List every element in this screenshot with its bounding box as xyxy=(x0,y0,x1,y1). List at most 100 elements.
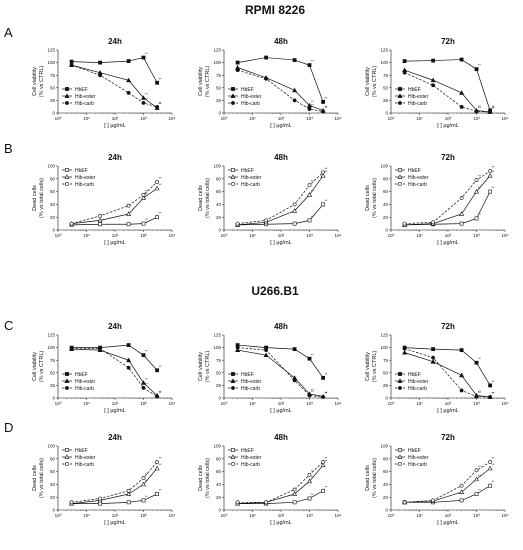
x-tick-label: 10¹ xyxy=(416,401,423,406)
x-tick-label: 10⁴ xyxy=(335,401,342,406)
data-point xyxy=(126,203,131,208)
x-tick-label: 10² xyxy=(445,233,452,238)
significance-mark: ** xyxy=(145,495,148,499)
data-point xyxy=(292,208,298,213)
significance-mark: ** xyxy=(325,199,328,203)
legend-marker xyxy=(398,448,402,452)
data-point xyxy=(126,491,132,496)
data-point xyxy=(431,58,435,63)
data-point xyxy=(141,498,146,503)
y-tick-label: 0 xyxy=(218,396,221,401)
data-point xyxy=(141,55,146,60)
x-tick-label: 10³ xyxy=(140,116,147,121)
data-point xyxy=(474,468,479,473)
legend-label: HbEF xyxy=(241,372,254,378)
y-axis-label: Dead cells xyxy=(198,185,204,211)
y-tick-label: 75 xyxy=(50,358,56,363)
legend-label: Hib-ester xyxy=(75,379,96,385)
y-tick-label: 50 xyxy=(50,85,56,90)
y-axis-label-sub: (% vs CTRL) xyxy=(39,351,45,383)
data-point xyxy=(321,488,325,493)
data-point xyxy=(459,489,465,494)
y-axis-label-sub: (% vs total cells) xyxy=(372,178,378,218)
data-point xyxy=(488,169,492,174)
chart-title: 24h xyxy=(108,37,122,46)
chart-title: 48h xyxy=(274,153,288,162)
x-tick-label: 10¹ xyxy=(416,513,423,518)
data-point xyxy=(307,107,312,111)
x-tick-label: 10⁴ xyxy=(335,513,342,518)
chart-d-72h: 72h 0 20 40 60 80 100 10⁰ 10¹ 10² 10³ 10⁴ [ ] µg/mL D… xyxy=(365,433,509,526)
x-axis-label: [ ] µg/mL xyxy=(437,520,459,526)
y-axis-label: Cell viability xyxy=(198,67,204,96)
data-point xyxy=(141,386,146,390)
data-point xyxy=(235,221,240,226)
y-tick-label: 125 xyxy=(47,48,55,53)
chart-title: 72h xyxy=(441,322,455,331)
significance-mark: ** xyxy=(478,213,481,217)
data-point xyxy=(320,172,326,178)
data-point xyxy=(140,481,147,487)
legend-label: Hib-ester xyxy=(408,379,429,385)
legend-marker xyxy=(65,182,69,186)
significance-mark: ** xyxy=(159,77,162,81)
x-tick-label: 10⁰ xyxy=(388,513,395,518)
data-point xyxy=(126,59,131,63)
data-point xyxy=(402,350,408,355)
y-axis-label-sub: (% vs CTRL) xyxy=(372,351,378,383)
x-tick-label: 10¹ xyxy=(249,116,256,121)
x-tick-label: 10⁴ xyxy=(502,233,509,238)
legend-marker xyxy=(397,93,403,98)
legend-marker xyxy=(231,372,235,376)
significance-mark: ** xyxy=(311,388,314,392)
legend-label: Hib-ester xyxy=(408,94,429,100)
x-tick-label: 10⁰ xyxy=(221,513,228,518)
data-point xyxy=(474,394,479,399)
data-point xyxy=(474,178,479,182)
significance-mark: ** xyxy=(478,465,481,469)
series-line-hib-carb xyxy=(71,64,158,108)
significance-mark: ** xyxy=(492,106,495,110)
y-tick-label: 75 xyxy=(383,358,389,363)
data-point xyxy=(474,67,479,72)
data-point xyxy=(126,488,131,493)
panel-letter-c: C xyxy=(4,318,13,333)
x-tick-label: 10⁰ xyxy=(55,233,62,238)
significance-mark: ** xyxy=(311,103,314,107)
x-tick-label: 10³ xyxy=(306,401,313,406)
data-point xyxy=(155,80,159,85)
data-point xyxy=(307,218,312,223)
y-axis-label-sub: (% vs CTRL) xyxy=(372,66,378,98)
data-point xyxy=(321,170,325,175)
data-point xyxy=(155,394,159,399)
significance-mark: ** xyxy=(145,218,148,222)
data-point xyxy=(235,345,240,350)
y-tick-label: 40 xyxy=(216,202,222,207)
significance-mark: ** xyxy=(492,186,495,190)
chart-title: 24h xyxy=(108,433,122,442)
legend-label: Hib-ester xyxy=(408,455,429,461)
chart-d-24h: 24h 0 20 40 60 80 100 10⁰ 10¹ 10² 10³ 10⁴ [ ] µg/mL D… xyxy=(32,433,176,526)
significance-mark: ** xyxy=(311,469,314,473)
x-tick-label: 10⁰ xyxy=(55,401,62,406)
legend-label: Hib-carb xyxy=(408,386,427,392)
significance-mark: ** xyxy=(325,167,328,171)
x-tick-label: 10⁴ xyxy=(502,401,509,406)
x-axis-label: [ ] µg/mL xyxy=(270,240,292,246)
data-point xyxy=(474,492,479,496)
y-tick-label: 100 xyxy=(380,164,388,169)
data-point xyxy=(402,70,407,75)
chart-title: 48h xyxy=(274,433,288,442)
x-tick-label: 10² xyxy=(278,116,285,121)
y-tick-label: 50 xyxy=(216,85,222,90)
x-tick-label: 10³ xyxy=(140,513,147,518)
significance-mark: ** xyxy=(325,105,328,109)
data-point xyxy=(292,87,298,93)
chart-title: 48h xyxy=(274,322,288,331)
significance-mark: ** xyxy=(492,170,495,174)
significance-mark: ** xyxy=(478,357,481,361)
x-axis-label: [ ] µg/mL xyxy=(270,520,292,526)
data-point xyxy=(140,380,147,385)
legend-label: HbEF xyxy=(241,87,254,93)
